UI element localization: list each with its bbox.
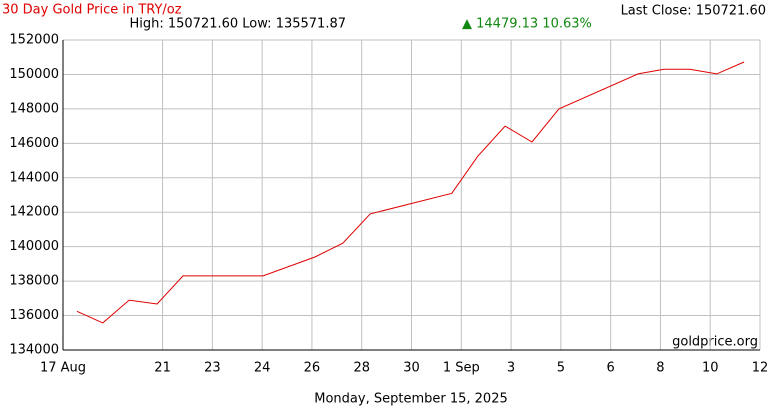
y-tick-label: 148000	[9, 101, 59, 116]
watermark: goldprice.org	[672, 335, 758, 350]
x-tick-label: 23	[204, 361, 221, 376]
y-tick-label: 142000	[9, 205, 59, 220]
chart-title: 30 Day Gold Price in TRY/oz	[2, 3, 182, 18]
x-tick-label: 3	[507, 361, 515, 376]
x-tick-label: 30	[403, 361, 420, 376]
x-tick-label: 17 Aug	[40, 361, 86, 376]
date-label: Monday, September 15, 2025	[314, 392, 507, 407]
y-tick-label: 136000	[9, 308, 59, 323]
y-tick-label: 150000	[9, 67, 59, 82]
price-line	[76, 61, 745, 324]
x-tick-label: 10	[702, 361, 719, 376]
x-tick-label: 26	[304, 361, 321, 376]
x-tick-label: 28	[353, 361, 370, 376]
y-tick-label: 134000	[9, 343, 59, 358]
x-tick-label: 6	[607, 361, 615, 376]
x-tick-label: 8	[656, 361, 664, 376]
y-tick-label: 146000	[9, 136, 59, 151]
y-tick-label: 138000	[9, 274, 59, 289]
x-tick-label: 24	[254, 361, 271, 376]
y-tick-label: 140000	[9, 239, 59, 254]
last-close: Last Close: 150721.60	[621, 4, 766, 19]
change: ▲ 14479.13 10.63%	[462, 17, 592, 32]
x-tick-label: 12	[752, 361, 769, 376]
high-low: High: 150721.60 Low: 135571.87	[129, 17, 346, 32]
y-tick-label: 144000	[9, 170, 59, 185]
y-tick-label: 152000	[9, 33, 59, 48]
x-tick-label: 21	[154, 361, 171, 376]
x-tick-label: 1 Sep	[443, 361, 480, 376]
x-tick-label: 5	[557, 361, 565, 376]
